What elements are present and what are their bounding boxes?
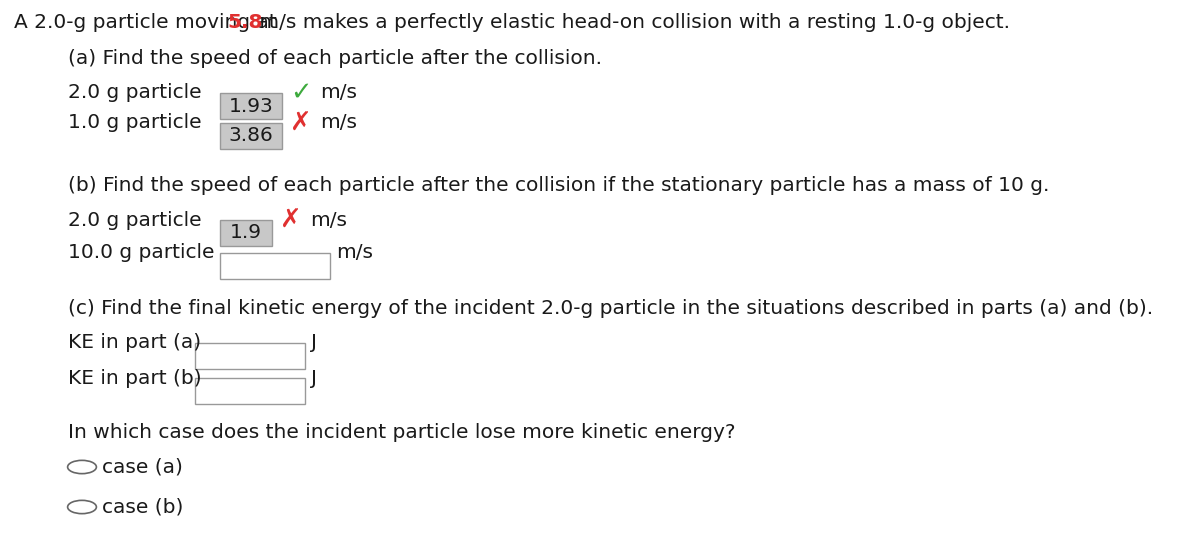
Text: 2.0 g particle: 2.0 g particle [68,211,202,229]
FancyBboxPatch shape [220,93,282,119]
FancyBboxPatch shape [220,123,282,149]
Text: (c) Find the final kinetic energy of the incident 2.0-g particle in the situatio: (c) Find the final kinetic energy of the… [68,299,1153,317]
Text: case (b): case (b) [102,497,184,516]
Text: m/s: m/s [320,114,358,132]
Text: (a) Find the speed of each particle after the collision.: (a) Find the speed of each particle afte… [68,49,602,68]
Text: KE in part (a): KE in part (a) [68,334,202,352]
Text: A 2.0-g particle moving at: A 2.0-g particle moving at [14,13,283,32]
Text: ✗: ✗ [280,207,301,233]
Text: 1.93: 1.93 [229,96,274,115]
Text: ✗: ✗ [290,110,312,136]
Text: ✓: ✓ [290,80,312,106]
FancyBboxPatch shape [220,220,272,246]
Text: m/s: m/s [320,84,358,102]
Text: m/s: m/s [310,211,347,229]
Text: J: J [311,368,317,387]
Text: 5.8: 5.8 [227,13,263,32]
Text: In which case does the incident particle lose more kinetic energy?: In which case does the incident particle… [68,423,736,442]
Text: KE in part (b): KE in part (b) [68,368,202,387]
Text: J: J [311,334,317,352]
Text: 3.86: 3.86 [229,126,274,146]
FancyBboxPatch shape [194,343,305,369]
Text: m/s: m/s [336,244,373,263]
Text: (b) Find the speed of each particle after the collision if the stationary partic: (b) Find the speed of each particle afte… [68,176,1049,194]
Text: 2.0 g particle: 2.0 g particle [68,84,202,102]
FancyBboxPatch shape [220,253,330,279]
Text: m/s makes a perfectly elastic head-on collision with a resting 1.0-g object.: m/s makes a perfectly elastic head-on co… [253,13,1010,32]
Text: 10.0 g particle: 10.0 g particle [68,244,215,263]
Text: case (a): case (a) [102,458,182,476]
Text: 1.0 g particle: 1.0 g particle [68,114,202,132]
Text: 1.9: 1.9 [230,223,262,243]
FancyBboxPatch shape [194,378,305,404]
